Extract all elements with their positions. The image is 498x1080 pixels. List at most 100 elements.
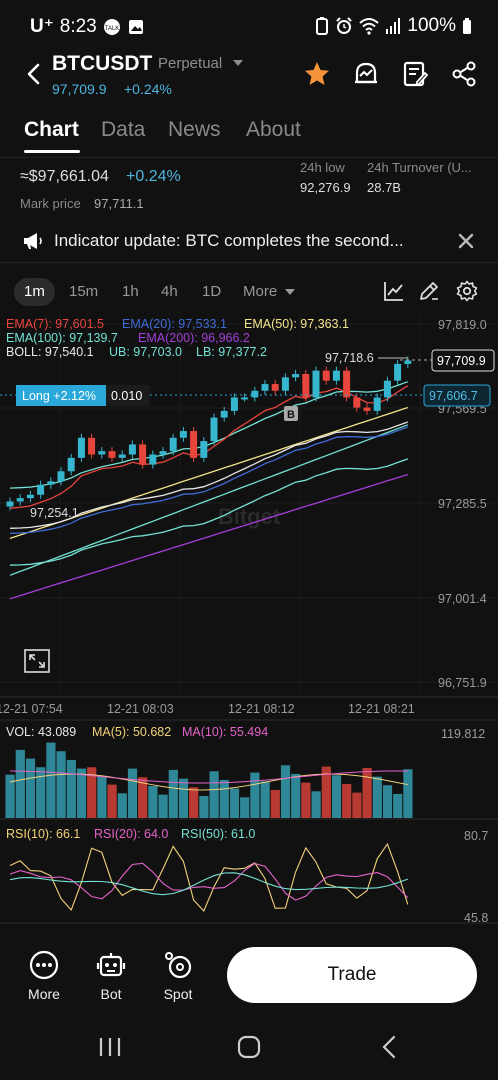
bot-label: Bot xyxy=(100,986,122,1002)
rsi-axis-bottom: 45.8 xyxy=(464,911,488,924)
star-icon[interactable] xyxy=(303,60,331,88)
back-nav-icon[interactable] xyxy=(380,1035,398,1059)
position-label[interactable] xyxy=(16,385,106,406)
time-axis-tick: 12-21 08:12 xyxy=(228,702,295,716)
candle-body xyxy=(118,454,126,458)
buy-marker[interactable] xyxy=(284,406,298,421)
status-bar: U⁺ 8:23 TALK 100% xyxy=(0,0,498,52)
timeframe-more[interactable]: More xyxy=(243,283,278,300)
kline-chart[interactable]: Bitget EMA(7): 97,601.5 EMA(20): 97,533.… xyxy=(0,312,498,925)
volume-bar xyxy=(209,771,219,818)
active-tab-indicator xyxy=(24,150,80,153)
draw-tool-icon[interactable] xyxy=(418,280,440,302)
candle-body xyxy=(312,370,320,398)
volume-bar xyxy=(127,768,138,818)
timeframe-4h[interactable]: 4h xyxy=(161,283,178,300)
candle-body xyxy=(281,377,289,391)
indicator-icon[interactable] xyxy=(383,280,405,302)
price-axis-tick: 96,751.9 xyxy=(438,676,487,690)
index-change: +0.24% xyxy=(126,168,181,185)
legend-boll: BOLL: 97,540.1 xyxy=(6,345,94,359)
symbol-title[interactable]: BTCUSDT xyxy=(52,52,153,75)
volume-bar xyxy=(158,794,168,818)
candle-body xyxy=(363,407,371,411)
volume-bar xyxy=(66,759,76,818)
bot-button[interactable]: Bot xyxy=(83,950,139,1002)
price-alert-icon[interactable] xyxy=(352,60,380,88)
candle-body xyxy=(302,373,310,398)
time-axis-tick: 12-21 07:54 xyxy=(0,702,63,716)
candle-body xyxy=(261,384,269,391)
settings-gear-icon[interactable] xyxy=(456,280,478,302)
turnover-24h-label: 24h Turnover (U... xyxy=(367,160,472,175)
candle-body xyxy=(230,397,238,411)
ema20-line xyxy=(9,426,409,534)
mark-price-value: 97,711.1 xyxy=(94,196,144,211)
timeframe-1m[interactable]: 1m xyxy=(14,278,55,306)
ema100-line xyxy=(9,424,409,576)
header-last-price: 97,709.9 xyxy=(52,81,107,97)
gallery-icon xyxy=(128,19,143,34)
share-icon[interactable] xyxy=(450,60,478,88)
tab-data[interactable]: Data xyxy=(101,118,146,141)
volume-bar xyxy=(260,781,270,818)
notes-icon[interactable] xyxy=(401,60,429,88)
talk-icon: TALK xyxy=(103,18,120,35)
candle-body xyxy=(77,437,85,458)
timeframe-1h[interactable]: 1h xyxy=(122,283,139,300)
chevron-down-icon[interactable] xyxy=(232,59,244,67)
boll-mid-line xyxy=(9,421,409,529)
announcement-text[interactable]: Indicator update: BTC completes the seco… xyxy=(54,231,404,250)
indicator-lines xyxy=(9,381,409,600)
candle-body xyxy=(47,481,55,485)
high-annotation: 97,718.6 xyxy=(325,351,374,365)
chart-area[interactable]: Bitget EMA(7): 97,601.5 EMA(20): 97,533.… xyxy=(0,312,498,925)
legend-boll-lb: LB: 97,377.2 xyxy=(196,345,267,359)
mark-price-tag xyxy=(423,384,491,407)
tab-chart[interactable]: Chart xyxy=(24,118,79,141)
volume-bar xyxy=(15,749,25,818)
recent-apps-icon[interactable] xyxy=(98,1036,122,1058)
vol-ma5-legend: MA(5): 50.682 xyxy=(92,725,171,739)
candle-body xyxy=(373,397,381,411)
fullscreen-icon[interactable] xyxy=(24,649,50,673)
candle-body xyxy=(6,501,14,507)
mark-price-tag-text: 97,606.7 xyxy=(429,389,478,403)
close-icon[interactable] xyxy=(458,233,474,249)
announcement-banner[interactable]: Indicator update: BTC completes the seco… xyxy=(0,222,498,260)
contract-type-label[interactable]: Perpetual xyxy=(158,55,223,72)
chevron-down-icon[interactable] xyxy=(285,289,295,296)
vol-axis-max: 119.812 xyxy=(441,727,485,741)
volume-bar xyxy=(25,758,36,818)
legend-ema200: EMA(200): 96,966.2 xyxy=(138,331,250,345)
volume-bar xyxy=(382,785,393,818)
more-label: More xyxy=(28,986,60,1002)
tab-about[interactable]: About xyxy=(246,118,301,141)
time-axis-tick: 12-21 08:21 xyxy=(348,702,415,716)
volume-bar xyxy=(138,777,148,818)
robot-icon xyxy=(96,953,126,977)
candle-body xyxy=(98,451,106,455)
more-button[interactable]: More xyxy=(16,950,72,1002)
vol-ma10-legend: MA(10): 55.494 xyxy=(182,725,268,739)
legend-ema50: EMA(50): 97,363.1 xyxy=(244,317,349,331)
tab-news[interactable]: News xyxy=(168,118,221,141)
signal-icon xyxy=(386,18,401,34)
spot-icon xyxy=(165,952,192,979)
volume-bar xyxy=(219,779,229,818)
position-size[interactable] xyxy=(106,385,150,406)
last-price-tag[interactable] xyxy=(431,349,495,372)
rsi-axis-top: 80.7 xyxy=(464,829,488,843)
turnover-24h-value: 28.7B xyxy=(367,180,401,195)
timeframe-1d[interactable]: 1D xyxy=(202,283,222,300)
timeframe-15m[interactable]: 15m xyxy=(69,283,99,300)
trade-button[interactable]: Trade xyxy=(227,947,477,1003)
home-icon[interactable] xyxy=(237,1035,261,1059)
svg-text:TALK: TALK xyxy=(104,26,119,32)
back-arrow-icon[interactable] xyxy=(22,60,46,88)
volume-bar xyxy=(87,767,97,818)
banner-divider xyxy=(0,262,498,263)
spot-button[interactable]: Spot xyxy=(150,950,206,1002)
low-annotation: 97,254.1 xyxy=(30,506,79,520)
volume-bar xyxy=(342,783,352,818)
